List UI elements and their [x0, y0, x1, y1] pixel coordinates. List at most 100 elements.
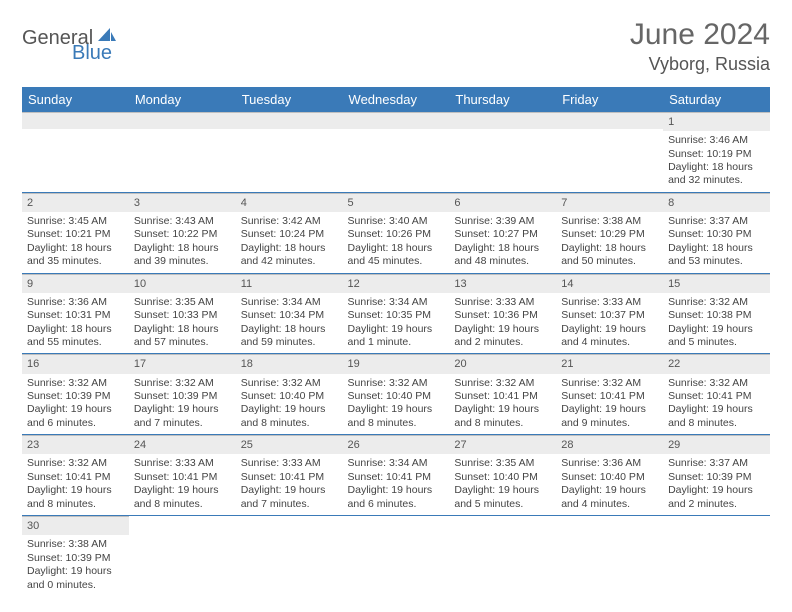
sunrise: Sunrise: 3:45 AM [27, 215, 124, 228]
daylight-line1: Daylight: 18 hours [27, 242, 124, 255]
day-cell: 12Sunrise: 3:34 AMSunset: 10:35 PMDaylig… [343, 273, 450, 354]
daylight-line1: Daylight: 19 hours [241, 403, 338, 416]
daylight-line1: Daylight: 19 hours [454, 323, 551, 336]
day-cell: 26Sunrise: 3:34 AMSunset: 10:41 PMDaylig… [343, 435, 450, 516]
daylight-line1: Daylight: 19 hours [561, 403, 658, 416]
sunset: Sunset: 10:37 PM [561, 309, 658, 322]
sunset: Sunset: 10:29 PM [561, 228, 658, 241]
day-cell: 4Sunrise: 3:42 AMSunset: 10:24 PMDayligh… [236, 192, 343, 273]
day-number: 26 [343, 435, 450, 454]
day-cell: 14Sunrise: 3:33 AMSunset: 10:37 PMDaylig… [556, 273, 663, 354]
daylight-line2: and 2 minutes. [454, 336, 551, 349]
daylight-line1: Daylight: 18 hours [348, 242, 445, 255]
day-number: 18 [236, 354, 343, 373]
sunrise: Sunrise: 3:38 AM [561, 215, 658, 228]
day-details: Sunrise: 3:32 AMSunset: 10:39 PMDaylight… [22, 374, 129, 435]
day-number: 11 [236, 274, 343, 293]
sunset: Sunset: 10:27 PM [454, 228, 551, 241]
day-number: 14 [556, 274, 663, 293]
sunset: Sunset: 10:41 PM [668, 390, 765, 403]
day-details: Sunrise: 3:34 AMSunset: 10:34 PMDaylight… [236, 293, 343, 354]
daylight-line2: and 35 minutes. [27, 255, 124, 268]
daylight-line2: and 5 minutes. [454, 498, 551, 511]
sunrise: Sunrise: 3:46 AM [668, 134, 765, 147]
day-cell: 22Sunrise: 3:32 AMSunset: 10:41 PMDaylig… [663, 354, 770, 435]
day-cell: 28Sunrise: 3:36 AMSunset: 10:40 PMDaylig… [556, 435, 663, 516]
day-details: Sunrise: 3:32 AMSunset: 10:39 PMDaylight… [129, 374, 236, 435]
day-details: Sunrise: 3:33 AMSunset: 10:41 PMDaylight… [129, 454, 236, 515]
month-title: June 2024 [630, 18, 770, 52]
day-number: 17 [129, 354, 236, 373]
day-cell [449, 516, 556, 596]
daylight-line2: and 1 minute. [348, 336, 445, 349]
daylight-line2: and 8 minutes. [668, 417, 765, 430]
day-details: Sunrise: 3:35 AMSunset: 10:40 PMDaylight… [449, 454, 556, 515]
sunrise: Sunrise: 3:32 AM [241, 377, 338, 390]
daylight-line2: and 8 minutes. [27, 498, 124, 511]
sunset: Sunset: 10:39 PM [134, 390, 231, 403]
day-details: Sunrise: 3:38 AMSunset: 10:29 PMDaylight… [556, 212, 663, 273]
sunset: Sunset: 10:39 PM [668, 471, 765, 484]
day-number: 25 [236, 435, 343, 454]
daylight-line2: and 8 minutes. [241, 417, 338, 430]
sunrise: Sunrise: 3:33 AM [454, 296, 551, 309]
sunset: Sunset: 10:39 PM [27, 552, 124, 565]
day-details: Sunrise: 3:36 AMSunset: 10:40 PMDaylight… [556, 454, 663, 515]
daylight-line1: Daylight: 18 hours [454, 242, 551, 255]
day-details: Sunrise: 3:33 AMSunset: 10:37 PMDaylight… [556, 293, 663, 354]
sunrise: Sunrise: 3:34 AM [241, 296, 338, 309]
daylight-line2: and 45 minutes. [348, 255, 445, 268]
day-number: 3 [129, 193, 236, 212]
sunrise: Sunrise: 3:35 AM [134, 296, 231, 309]
day-details: Sunrise: 3:33 AMSunset: 10:36 PMDaylight… [449, 293, 556, 354]
day-number: 30 [22, 516, 129, 535]
sunset: Sunset: 10:41 PM [454, 390, 551, 403]
sunset: Sunset: 10:41 PM [348, 471, 445, 484]
daylight-line1: Daylight: 19 hours [454, 403, 551, 416]
sunset: Sunset: 10:36 PM [454, 309, 551, 322]
sunset: Sunset: 10:33 PM [134, 309, 231, 322]
calendar-table: Sunday Monday Tuesday Wednesday Thursday… [22, 87, 770, 596]
day-cell [129, 112, 236, 192]
week-row: 30Sunrise: 3:38 AMSunset: 10:39 PMDaylig… [22, 516, 770, 596]
day-number: 24 [129, 435, 236, 454]
day-details: Sunrise: 3:32 AMSunset: 10:41 PMDaylight… [663, 374, 770, 435]
day-number: 16 [22, 354, 129, 373]
day-cell [343, 112, 450, 192]
day-cell: 23Sunrise: 3:32 AMSunset: 10:41 PMDaylig… [22, 435, 129, 516]
daylight-line2: and 50 minutes. [561, 255, 658, 268]
sunset: Sunset: 10:30 PM [668, 228, 765, 241]
day-details: Sunrise: 3:32 AMSunset: 10:41 PMDaylight… [22, 454, 129, 515]
sunset: Sunset: 10:41 PM [241, 471, 338, 484]
daylight-line1: Daylight: 19 hours [668, 484, 765, 497]
location: Vyborg, Russia [630, 54, 770, 75]
day-cell: 7Sunrise: 3:38 AMSunset: 10:29 PMDayligh… [556, 192, 663, 273]
col-sunday: Sunday [22, 87, 129, 112]
sunrise: Sunrise: 3:34 AM [348, 296, 445, 309]
day-number: 4 [236, 193, 343, 212]
day-number: 29 [663, 435, 770, 454]
day-cell [22, 112, 129, 192]
day-cell: 3Sunrise: 3:43 AMSunset: 10:22 PMDayligh… [129, 192, 236, 273]
day-cell [449, 112, 556, 192]
daylight-line2: and 32 minutes. [668, 174, 765, 187]
page-header: General June 2024 Vyborg, Russia [22, 18, 770, 75]
day-cell: 30Sunrise: 3:38 AMSunset: 10:39 PMDaylig… [22, 516, 129, 596]
sunset: Sunset: 10:41 PM [134, 471, 231, 484]
day-number: 7 [556, 193, 663, 212]
day-cell [556, 112, 663, 192]
day-cell: 15Sunrise: 3:32 AMSunset: 10:38 PMDaylig… [663, 273, 770, 354]
day-details: Sunrise: 3:38 AMSunset: 10:39 PMDaylight… [22, 535, 129, 596]
day-cell: 13Sunrise: 3:33 AMSunset: 10:36 PMDaylig… [449, 273, 556, 354]
day-number: 28 [556, 435, 663, 454]
col-saturday: Saturday [663, 87, 770, 112]
daylight-line2: and 5 minutes. [668, 336, 765, 349]
col-friday: Friday [556, 87, 663, 112]
sunset: Sunset: 10:41 PM [561, 390, 658, 403]
daylight-line2: and 6 minutes. [27, 417, 124, 430]
day-details: Sunrise: 3:35 AMSunset: 10:33 PMDaylight… [129, 293, 236, 354]
daylight-line1: Daylight: 19 hours [241, 484, 338, 497]
sunset: Sunset: 10:22 PM [134, 228, 231, 241]
daylight-line1: Daylight: 18 hours [668, 242, 765, 255]
day-number: 1 [663, 112, 770, 131]
